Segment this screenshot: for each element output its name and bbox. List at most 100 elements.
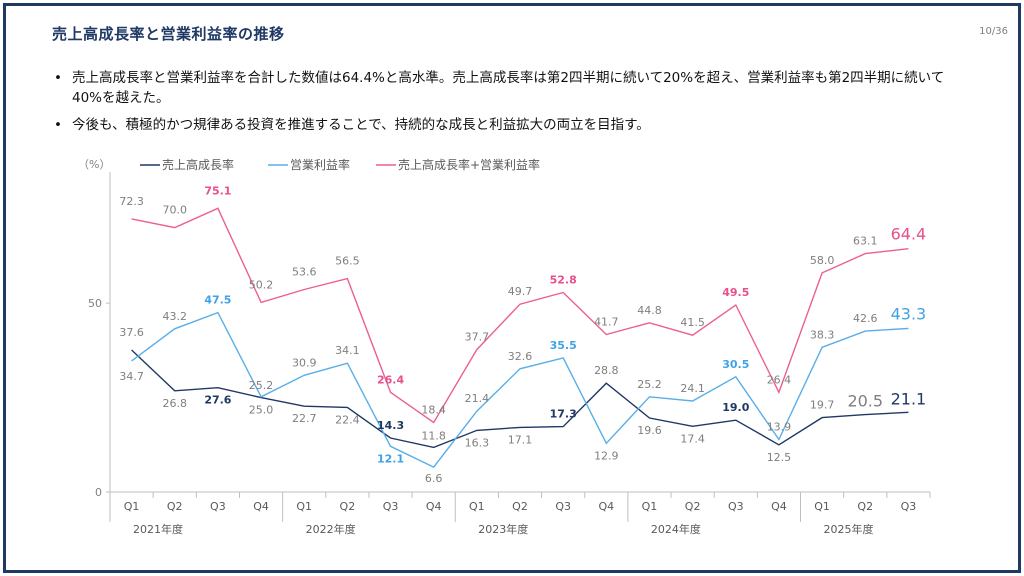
data-label: 35.5 xyxy=(550,339,577,352)
x-tick-label: Q3 xyxy=(383,500,399,513)
data-label: 22.4 xyxy=(335,413,360,426)
data-label: 6.6 xyxy=(425,472,443,485)
slide-title: 売上高成長率と営業利益率の推移 xyxy=(52,25,285,43)
data-label: 20.5 xyxy=(847,392,883,411)
x-tick-label: Q1 xyxy=(642,500,658,513)
data-label: 49.5 xyxy=(722,286,749,299)
series-line xyxy=(131,349,909,449)
slide-frame: 売上高成長率と営業利益率の推移 10/36 売上高成長率と営業利益率を合計した数… xyxy=(3,3,1021,573)
legend-label: 営業利益率 xyxy=(290,157,350,172)
data-label: 18.4 xyxy=(421,403,446,416)
page-number: 10/36 xyxy=(979,26,1008,37)
data-label: 75.1 xyxy=(204,184,231,197)
data-label: 30.5 xyxy=(722,358,749,371)
data-label: 41.7 xyxy=(594,315,619,328)
data-label: 22.7 xyxy=(292,412,317,425)
data-label: 32.6 xyxy=(508,350,533,363)
data-labels: 37.6 26.8 27.6 25.0 22.7 22.4 14.3 11.8 16.3 17.1… xyxy=(119,184,926,485)
data-label: 19.0 xyxy=(722,401,749,414)
data-label: 50.2 xyxy=(249,278,274,291)
data-label: 16.3 xyxy=(465,436,490,449)
x-tick-label: Q3 xyxy=(210,500,226,513)
data-label: 43.3 xyxy=(891,304,927,323)
x-tick-label: Q4 xyxy=(253,500,269,513)
year-label: 2021年度 xyxy=(133,522,183,536)
data-label: 49.7 xyxy=(508,285,533,298)
year-label: 2023年度 xyxy=(478,522,528,536)
data-label: 34.7 xyxy=(119,370,144,383)
y-tick-label: 50 xyxy=(88,297,102,310)
legend-label: 売上高成長率+営業利益率 xyxy=(398,157,540,172)
data-label: 12.5 xyxy=(767,451,792,464)
legend: 売上高成長率 営業利益率 売上高成長率+営業利益率 xyxy=(140,157,540,172)
data-label: 26.4 xyxy=(767,373,792,386)
data-label: 34.1 xyxy=(335,344,360,357)
bullet-list: 売上高成長率と営業利益率を合計した数値は64.4%と高水準。売上高成長率は第2四… xyxy=(54,68,974,142)
data-label: 17.3 xyxy=(550,408,577,421)
bullet-item: 今後も、積極的かつ規律ある投資を推進することで、持続的な成長と利益拡大の両立を目… xyxy=(54,115,974,135)
axes: 0 50 Q1 Q2 Q3 Q4 Q1 Q2 Q3 Q4 Q1 Q2 Q3 Q4 Q1 Q2 Q3 Q4 Q1 Q2 Q… xyxy=(88,172,931,536)
x-tick-label: Q2 xyxy=(685,500,701,513)
data-label: 25.2 xyxy=(637,378,662,391)
x-tick-label: Q1 xyxy=(296,500,312,513)
data-label: 26.8 xyxy=(162,397,187,410)
data-label: 41.5 xyxy=(680,316,705,329)
data-label: 38.3 xyxy=(810,328,835,341)
data-label: 12.9 xyxy=(594,449,619,462)
data-label: 19.6 xyxy=(637,424,662,437)
x-tick-label: Q2 xyxy=(167,500,183,513)
data-label: 27.6 xyxy=(204,394,231,407)
data-label: 24.1 xyxy=(680,382,705,395)
data-label: 17.4 xyxy=(680,432,705,445)
x-tick-label: Q4 xyxy=(598,500,614,513)
y-tick-label: 0 xyxy=(95,486,102,499)
data-label: 63.1 xyxy=(853,235,878,248)
data-label: 25.2 xyxy=(249,379,274,392)
series-line xyxy=(131,207,909,424)
data-label: 37.7 xyxy=(465,331,490,344)
x-tick-label: Q4 xyxy=(771,500,787,513)
series-group xyxy=(131,207,909,468)
data-label: 72.3 xyxy=(119,195,144,208)
data-label: 58.0 xyxy=(810,254,835,267)
data-label: 37.6 xyxy=(119,326,144,339)
data-label: 14.3 xyxy=(377,419,404,432)
data-label: 21.1 xyxy=(891,389,927,408)
x-tick-label: Q2 xyxy=(340,500,356,513)
data-label: 43.2 xyxy=(162,310,187,323)
x-tick-label: Q1 xyxy=(469,500,485,513)
data-label: 70.0 xyxy=(162,204,187,217)
x-tick-label: Q1 xyxy=(124,500,140,513)
data-label: 64.4 xyxy=(891,225,927,244)
legend-label: 売上高成長率 xyxy=(162,157,234,172)
data-label: 28.8 xyxy=(594,364,619,377)
data-label: 42.6 xyxy=(853,312,878,325)
x-tick-label: Q4 xyxy=(426,500,442,513)
data-label: 17.1 xyxy=(508,433,533,446)
year-label: 2025年度 xyxy=(824,522,874,536)
year-label: 2024年度 xyxy=(651,522,701,536)
data-label: 26.4 xyxy=(377,373,404,386)
x-tick-label: Q3 xyxy=(901,500,917,513)
series-line xyxy=(131,311,909,468)
x-tick-label: Q3 xyxy=(555,500,571,513)
year-label: 2022年度 xyxy=(306,522,356,536)
data-label: 30.9 xyxy=(292,356,317,369)
data-label: 56.5 xyxy=(335,255,360,268)
data-label: 52.8 xyxy=(550,274,577,287)
data-label: 12.1 xyxy=(377,452,404,465)
data-label: 11.8 xyxy=(421,429,446,442)
x-tick-label: Q2 xyxy=(857,500,873,513)
data-label: 53.6 xyxy=(292,266,317,279)
data-label: 25.0 xyxy=(249,404,274,417)
data-label: 47.5 xyxy=(204,294,231,307)
x-tick-label: Q1 xyxy=(814,500,830,513)
data-label: 19.7 xyxy=(810,399,835,412)
x-tick-label: Q2 xyxy=(512,500,528,513)
bullet-item: 売上高成長率と営業利益率を合計した数値は64.4%と高水準。売上高成長率は第2四… xyxy=(54,68,974,108)
data-label: 13.9 xyxy=(767,420,792,433)
y-unit-label: （%） xyxy=(78,158,110,171)
x-tick-label: Q3 xyxy=(728,500,744,513)
data-label: 44.8 xyxy=(637,304,662,317)
